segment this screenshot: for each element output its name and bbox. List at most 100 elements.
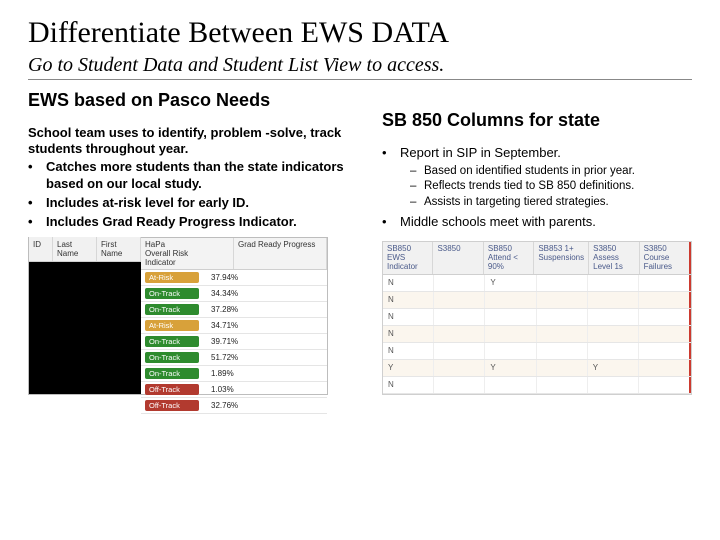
col-header: SB850 Attend < 90%: [484, 242, 534, 274]
table-row: On-Track 1.89%: [141, 366, 327, 382]
col-header: S3850 Course Failures: [640, 242, 691, 274]
table-cell: [639, 292, 691, 308]
percent-value: 37.28%: [211, 305, 238, 314]
table-cell: [639, 309, 691, 325]
table-row: At-Risk 37.94%: [141, 270, 327, 286]
table-header: SB850 EWS IndicatorS3850SB850 Attend < 9…: [383, 242, 691, 275]
table-cell: [588, 326, 639, 342]
table-cell: [434, 360, 485, 376]
bullet-text: Reflects trends tied to SB 850 definitio…: [424, 179, 634, 195]
table-cell: [537, 275, 588, 291]
table-row: At-Risk34.71%: [141, 318, 327, 334]
table-row: YYY: [383, 360, 691, 377]
table-row: NY: [383, 275, 691, 292]
list-item: –Based on identified students in prior y…: [410, 164, 692, 180]
page-title: Differentiate Between EWS DATA: [28, 16, 692, 50]
left-column: EWS based on Pasco Needs School team use…: [28, 90, 358, 395]
table-row: On-Track 37.28%: [141, 302, 327, 318]
bullet-text: Assists in targeting tiered strategies.: [424, 195, 609, 211]
table-cell: [639, 360, 691, 376]
list-item: •Catches more students than the state in…: [28, 159, 358, 193]
table-row: On-Track 39.71%: [141, 334, 327, 350]
table-cell: [485, 377, 536, 393]
col-header: HaPa Overall Risk Indicator: [141, 238, 234, 269]
col-header: Grad Ready Progress: [234, 238, 327, 269]
table-body: NYNNNNYYYN: [383, 275, 691, 394]
table-cell: [434, 377, 485, 393]
percent-value: 1.89%: [211, 369, 234, 378]
col-header: SB850 EWS Indicator: [383, 242, 433, 274]
table-cell: [537, 360, 588, 376]
percent-value: 32.76%: [211, 401, 238, 410]
table-cell: [537, 309, 588, 325]
list-item: –Reflects trends tied to SB 850 definiti…: [410, 179, 692, 195]
bullet-text: Includes Grad Ready Progress Indicator.: [46, 214, 297, 231]
status-chip: Off-Track: [145, 400, 199, 411]
table-cell: Y: [485, 275, 536, 291]
status-chip: At-Risk: [145, 320, 199, 331]
divider: [28, 79, 692, 80]
table-cell: [485, 343, 536, 359]
status-chip: At-Risk: [145, 272, 199, 283]
table-cell: [537, 292, 588, 308]
list-item: •Middle schools meet with parents.: [382, 214, 692, 231]
table-cell: [639, 326, 691, 342]
header-row: HaPa Overall Risk Indicator Grad Ready P…: [141, 238, 327, 270]
table-row: N: [383, 292, 691, 309]
two-column-layout: EWS based on Pasco Needs School team use…: [28, 90, 692, 395]
percent-value: 34.34%: [211, 289, 238, 298]
table-cell: [588, 292, 639, 308]
table-cell: Y: [383, 360, 434, 376]
percent-value: 51.72%: [211, 353, 238, 362]
table-cell: [434, 343, 485, 359]
table-cell: [537, 377, 588, 393]
table-cell: N: [383, 309, 434, 325]
table-cell: [639, 343, 691, 359]
table-cell: [639, 377, 691, 393]
col-header: SB853 1+ Suspensions: [534, 242, 589, 274]
table-cell: N: [383, 377, 434, 393]
status-chip: On-Track: [145, 368, 199, 379]
table-cell: Y: [485, 360, 536, 376]
bullet-text: Based on identified students in prior ye…: [424, 164, 635, 180]
table-cell: N: [383, 343, 434, 359]
status-chip: On-Track: [145, 304, 199, 315]
table-row: Off-Track1.03%: [141, 382, 327, 398]
right-bullet-list-2: •Middle schools meet with parents.: [382, 214, 692, 231]
col-header: S3850 Assess Level 1s: [589, 242, 639, 274]
table-cell: [434, 326, 485, 342]
table-cell: [537, 326, 588, 342]
table-cell: [485, 309, 536, 325]
status-chip: On-Track: [145, 288, 199, 299]
list-item: –Assists in targeting tiered strategies.: [410, 195, 692, 211]
right-bullet-list: •Report in SIP in September.: [382, 145, 692, 162]
table-cell: [588, 343, 639, 359]
table-cell: N: [383, 292, 434, 308]
bullet-text: Includes at-risk level for early ID.: [46, 195, 249, 212]
percent-value: 39.71%: [211, 337, 238, 346]
table-cell: [485, 326, 536, 342]
sub-bullet-list: –Based on identified students in prior y…: [410, 164, 692, 211]
table-cell: [588, 309, 639, 325]
table-cell: [537, 343, 588, 359]
redacted-panel: ID Last Name First Name: [29, 238, 141, 394]
status-chip: Off-Track: [145, 384, 199, 395]
right-screenshot: SB850 EWS IndicatorS3850SB850 Attend < 9…: [382, 241, 692, 395]
table-cell: [639, 275, 691, 291]
bullet-text: Report in SIP in September.: [400, 145, 561, 162]
left-bullet-list: •Catches more students than the state in…: [28, 159, 358, 231]
table-cell: N: [383, 326, 434, 342]
data-rows: At-Risk 37.94% On-Track 34.34% On-Track 37.28…: [141, 270, 327, 414]
bullet-text: Catches more students than the state ind…: [46, 159, 358, 193]
list-item: •Report in SIP in September.: [382, 145, 692, 162]
status-chip: On-Track: [145, 336, 199, 347]
table-cell: [485, 292, 536, 308]
col-header: S3850: [433, 242, 483, 274]
percent-value: 37.94%: [211, 273, 238, 282]
col-header: First Name: [97, 237, 141, 261]
table-row: Off-Track 32.76%: [141, 398, 327, 414]
list-item: •Includes Grad Ready Progress Indicator.: [28, 214, 358, 231]
table-cell: [434, 309, 485, 325]
list-item: •Includes at-risk level for early ID.: [28, 195, 358, 212]
status-chip: On-Track: [145, 352, 199, 363]
